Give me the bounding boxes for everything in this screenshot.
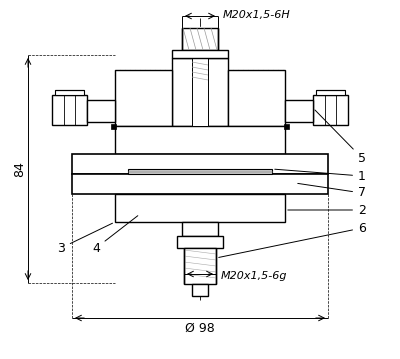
Bar	[52, 95, 87, 125]
Text: 84: 84	[14, 161, 26, 177]
Bar	[285, 100, 313, 122]
Bar	[192, 284, 208, 296]
Bar	[184, 248, 216, 284]
Bar	[182, 222, 218, 236]
Bar	[55, 90, 84, 95]
Text: 3: 3	[57, 223, 112, 255]
Bar	[87, 100, 115, 122]
Text: Ø 98: Ø 98	[185, 322, 215, 335]
Bar	[115, 194, 285, 222]
Text: 1: 1	[275, 169, 366, 182]
Text: M20x1,5-6H: M20x1,5-6H	[223, 10, 291, 20]
Bar	[72, 174, 328, 194]
Bar	[313, 95, 348, 125]
Text: 4: 4	[92, 216, 138, 255]
Bar	[115, 126, 285, 154]
Bar	[192, 58, 208, 126]
Bar	[284, 124, 289, 129]
Bar	[115, 70, 172, 126]
Text: M20x1,5-6g: M20x1,5-6g	[221, 271, 288, 281]
Bar	[177, 236, 223, 248]
Bar	[172, 50, 228, 58]
Text: 6: 6	[219, 222, 366, 257]
Bar	[111, 124, 116, 129]
Text: 7: 7	[298, 183, 366, 200]
Bar	[128, 169, 272, 174]
Bar	[316, 90, 345, 95]
Text: 2: 2	[288, 204, 366, 216]
Bar	[172, 58, 228, 126]
Text: 5: 5	[315, 110, 366, 164]
Bar	[228, 70, 285, 126]
Bar	[72, 154, 328, 174]
Bar	[182, 28, 218, 50]
